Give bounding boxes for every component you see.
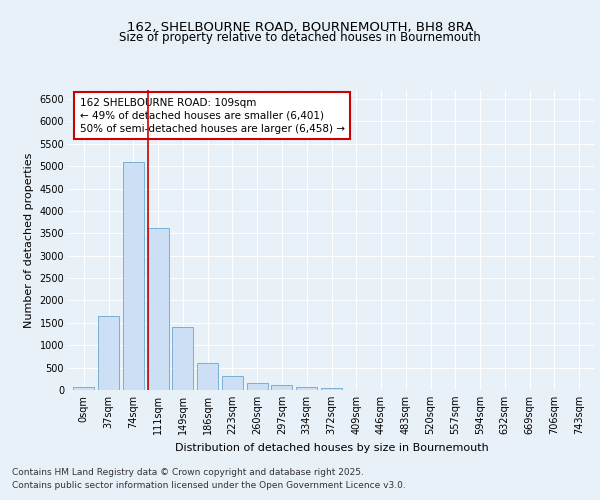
Bar [296, 387, 317, 390]
Bar [98, 316, 119, 390]
Bar [73, 388, 94, 390]
Bar [247, 384, 268, 390]
Text: 162 SHELBOURNE ROAD: 109sqm
← 49% of detached houses are smaller (6,401)
50% of : 162 SHELBOURNE ROAD: 109sqm ← 49% of det… [79, 98, 344, 134]
Text: 162, SHELBOURNE ROAD, BOURNEMOUTH, BH8 8RA: 162, SHELBOURNE ROAD, BOURNEMOUTH, BH8 8… [127, 21, 473, 34]
Bar [123, 162, 144, 390]
Bar [197, 362, 218, 390]
X-axis label: Distribution of detached houses by size in Bournemouth: Distribution of detached houses by size … [175, 442, 488, 452]
Bar [148, 228, 169, 390]
Bar [271, 385, 292, 390]
Text: Size of property relative to detached houses in Bournemouth: Size of property relative to detached ho… [119, 31, 481, 44]
Bar [222, 376, 243, 390]
Text: Contains public sector information licensed under the Open Government Licence v3: Contains public sector information licen… [12, 482, 406, 490]
Y-axis label: Number of detached properties: Number of detached properties [24, 152, 34, 328]
Bar [172, 328, 193, 390]
Text: Contains HM Land Registry data © Crown copyright and database right 2025.: Contains HM Land Registry data © Crown c… [12, 468, 364, 477]
Bar [321, 388, 342, 390]
